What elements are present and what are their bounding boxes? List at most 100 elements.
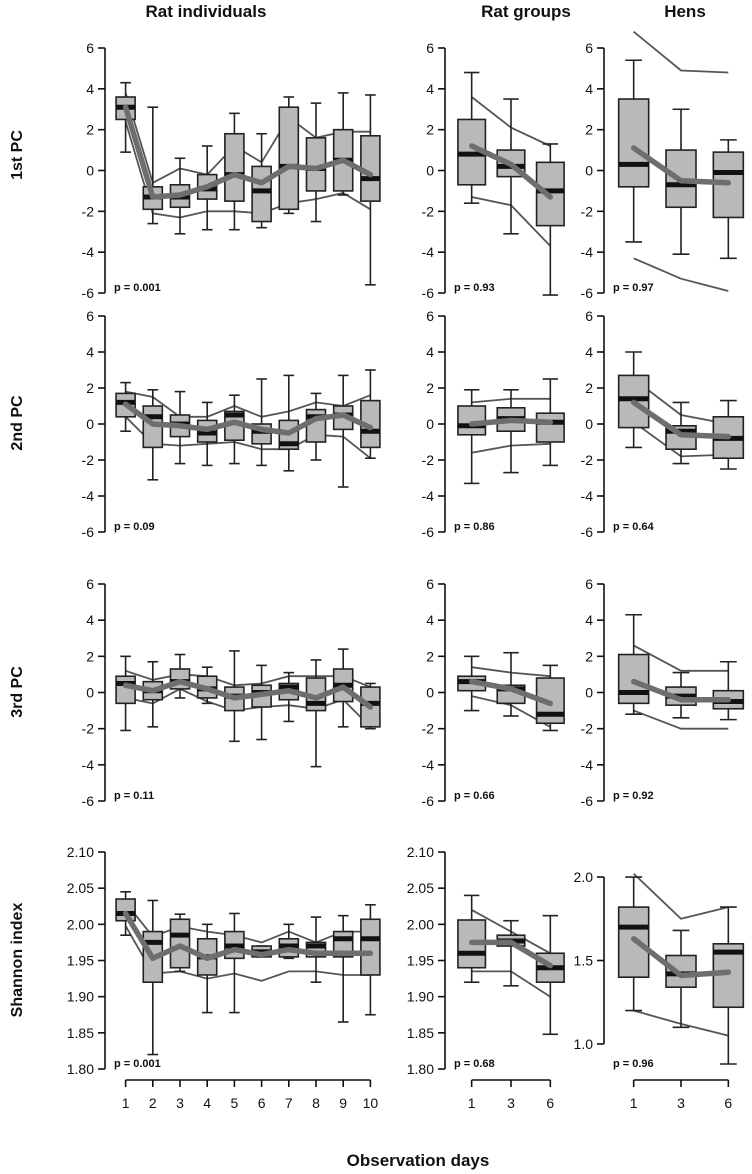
row-title-1st-pc: 1st PC <box>9 130 26 180</box>
box-day-2 <box>142 388 164 481</box>
y-tick-label: -6 <box>82 524 95 540</box>
upper-range-line <box>124 92 371 185</box>
y-tick-label: -6 <box>82 285 95 301</box>
y-tick-label: 1.80 <box>407 1061 434 1077</box>
col-title-hens: Hens <box>664 2 706 21</box>
p-value-label: p = 0.11 <box>114 790 154 802</box>
y-tick-label: -4 <box>422 757 435 773</box>
box-day-6 <box>535 143 565 296</box>
y-tick-label: 4 <box>86 344 94 360</box>
p-value-label: p = 0.001 <box>114 282 161 294</box>
upper-range-line <box>633 31 729 74</box>
p-value-label: p = 0.66 <box>454 790 495 802</box>
y-tick-label: -6 <box>422 524 435 540</box>
y-tick-label: 4 <box>426 344 434 360</box>
box-day-9 <box>332 914 354 1023</box>
y-tick-label: -4 <box>82 757 95 773</box>
y-tick-label: 0 <box>426 416 434 432</box>
col-title-rat-groups: Rat groups <box>481 2 571 21</box>
x-axis-title: Observation days <box>347 1151 490 1170</box>
mean-line <box>630 936 732 979</box>
box-day-6 <box>712 906 745 1065</box>
y-tick-label: 4 <box>86 81 94 97</box>
y-tick-label: 2 <box>585 648 593 664</box>
row-title-2nd-pc: 2nd PC <box>9 395 26 451</box>
y-tick-label: 6 <box>426 308 434 324</box>
y-tick-label: -6 <box>82 793 95 809</box>
x-tick-label: 9 <box>339 1095 347 1111</box>
panel-1-0: -6 -4 -2 0 2 4 6 p = 0.09 <box>82 308 381 540</box>
mean-line <box>468 678 554 707</box>
y-tick-label: 0 <box>585 163 593 179</box>
box-day-3 <box>665 929 697 1029</box>
x-tick-label: 6 <box>724 1095 732 1111</box>
box-day-1 <box>617 613 650 716</box>
row-title-3rd-pc: 3rd PC <box>9 666 26 718</box>
p-value-label: p = 0.93 <box>454 282 495 294</box>
y-tick-label: 6 <box>86 40 94 56</box>
y-tick-label: 2 <box>86 122 94 138</box>
box-day-6 <box>251 664 272 741</box>
y-tick-label: 2.05 <box>67 880 94 896</box>
y-tick-label: -6 <box>581 793 594 809</box>
y-tick-label: 6 <box>426 576 434 592</box>
y-tick-label: -4 <box>422 244 435 260</box>
y-tick-label: 2.00 <box>407 916 434 932</box>
lower-range-line <box>633 257 729 292</box>
upper-range-line <box>633 873 729 920</box>
panel-1-1: -6 -4 -2 0 2 4 6 p = 0.86 <box>422 308 565 540</box>
upper-range-line <box>125 390 371 418</box>
lower-range-line <box>124 416 371 459</box>
p-value-label: p = 0.09 <box>114 521 155 533</box>
y-tick-label: 0 <box>86 416 94 432</box>
x-tick-label: 4 <box>203 1095 211 1111</box>
y-tick-label: -4 <box>581 757 594 773</box>
box-day-2 <box>142 106 164 225</box>
y-tick-label: 4 <box>426 81 434 97</box>
box-day-6 <box>712 139 745 260</box>
y-tick-label: 4 <box>585 344 593 360</box>
y-tick-label: 6 <box>585 576 593 592</box>
panel-2-1: -6 -4 -2 0 2 4 6 p = 0.66 <box>422 576 565 809</box>
y-tick-label: -4 <box>422 488 435 504</box>
y-tick-label: 1.85 <box>67 1025 94 1041</box>
p-value-label: p = 0.68 <box>454 1058 495 1070</box>
y-tick-label: 4 <box>426 612 434 628</box>
panels: -6 -4 -2 0 2 4 6 p = 0.001 -6 -4 -2 0 2 4 6 p = 0.93 -6 -… <box>67 31 745 1111</box>
y-tick-label: 1.80 <box>67 1061 94 1077</box>
y-tick-label: 2 <box>426 122 434 138</box>
col-title-rat-individuals: Rat individuals <box>146 2 267 21</box>
mean-line <box>122 104 374 200</box>
mean-line <box>630 145 732 186</box>
upper-range-line <box>125 669 371 688</box>
x-tick-label: 6 <box>546 1095 554 1111</box>
mean-line <box>468 939 554 969</box>
box-day-4 <box>196 923 218 1014</box>
panel-0-2: -6 -4 -2 0 2 4 6 p = 0.97 <box>581 31 745 301</box>
panel-3-1: 1.80 1.85 1.90 1.95 2.00 2.05 2.10 p = 0.68 1 3 6 <box>407 844 565 1111</box>
y-tick-label: 2 <box>86 380 94 396</box>
x-tick-label: 1 <box>630 1095 638 1111</box>
y-tick-label: 6 <box>585 40 593 56</box>
y-tick-label: 0 <box>426 163 434 179</box>
box-day-9 <box>332 92 354 196</box>
y-tick-label: 4 <box>585 81 593 97</box>
y-tick-label: -4 <box>581 488 594 504</box>
mean-line <box>630 399 732 440</box>
box-iqr <box>115 675 136 705</box>
x-tick-label: 1 <box>122 1095 130 1111</box>
lower-range-line <box>124 121 371 219</box>
y-tick-label: -2 <box>422 203 435 219</box>
panel-3-0: 1.80 1.85 1.90 1.95 2.00 2.05 2.10 p = 0.001 1 2 3… <box>67 844 381 1111</box>
mean-line <box>630 678 732 703</box>
box-day-5 <box>224 394 245 465</box>
x-tick-label: 5 <box>231 1095 239 1111</box>
p-value-label: p = 0.64 <box>613 521 655 533</box>
y-tick-label: -2 <box>422 452 435 468</box>
x-tick-label: 10 <box>363 1095 379 1111</box>
row-title-shannon-index: Shannon index <box>9 903 26 1018</box>
panel-2-0: -6 -4 -2 0 2 4 6 p = 0.11 <box>82 576 381 809</box>
p-value-label: p = 0.86 <box>454 521 495 533</box>
box-iqr <box>665 954 697 989</box>
p-value-label: p = 0.96 <box>613 1058 654 1070</box>
